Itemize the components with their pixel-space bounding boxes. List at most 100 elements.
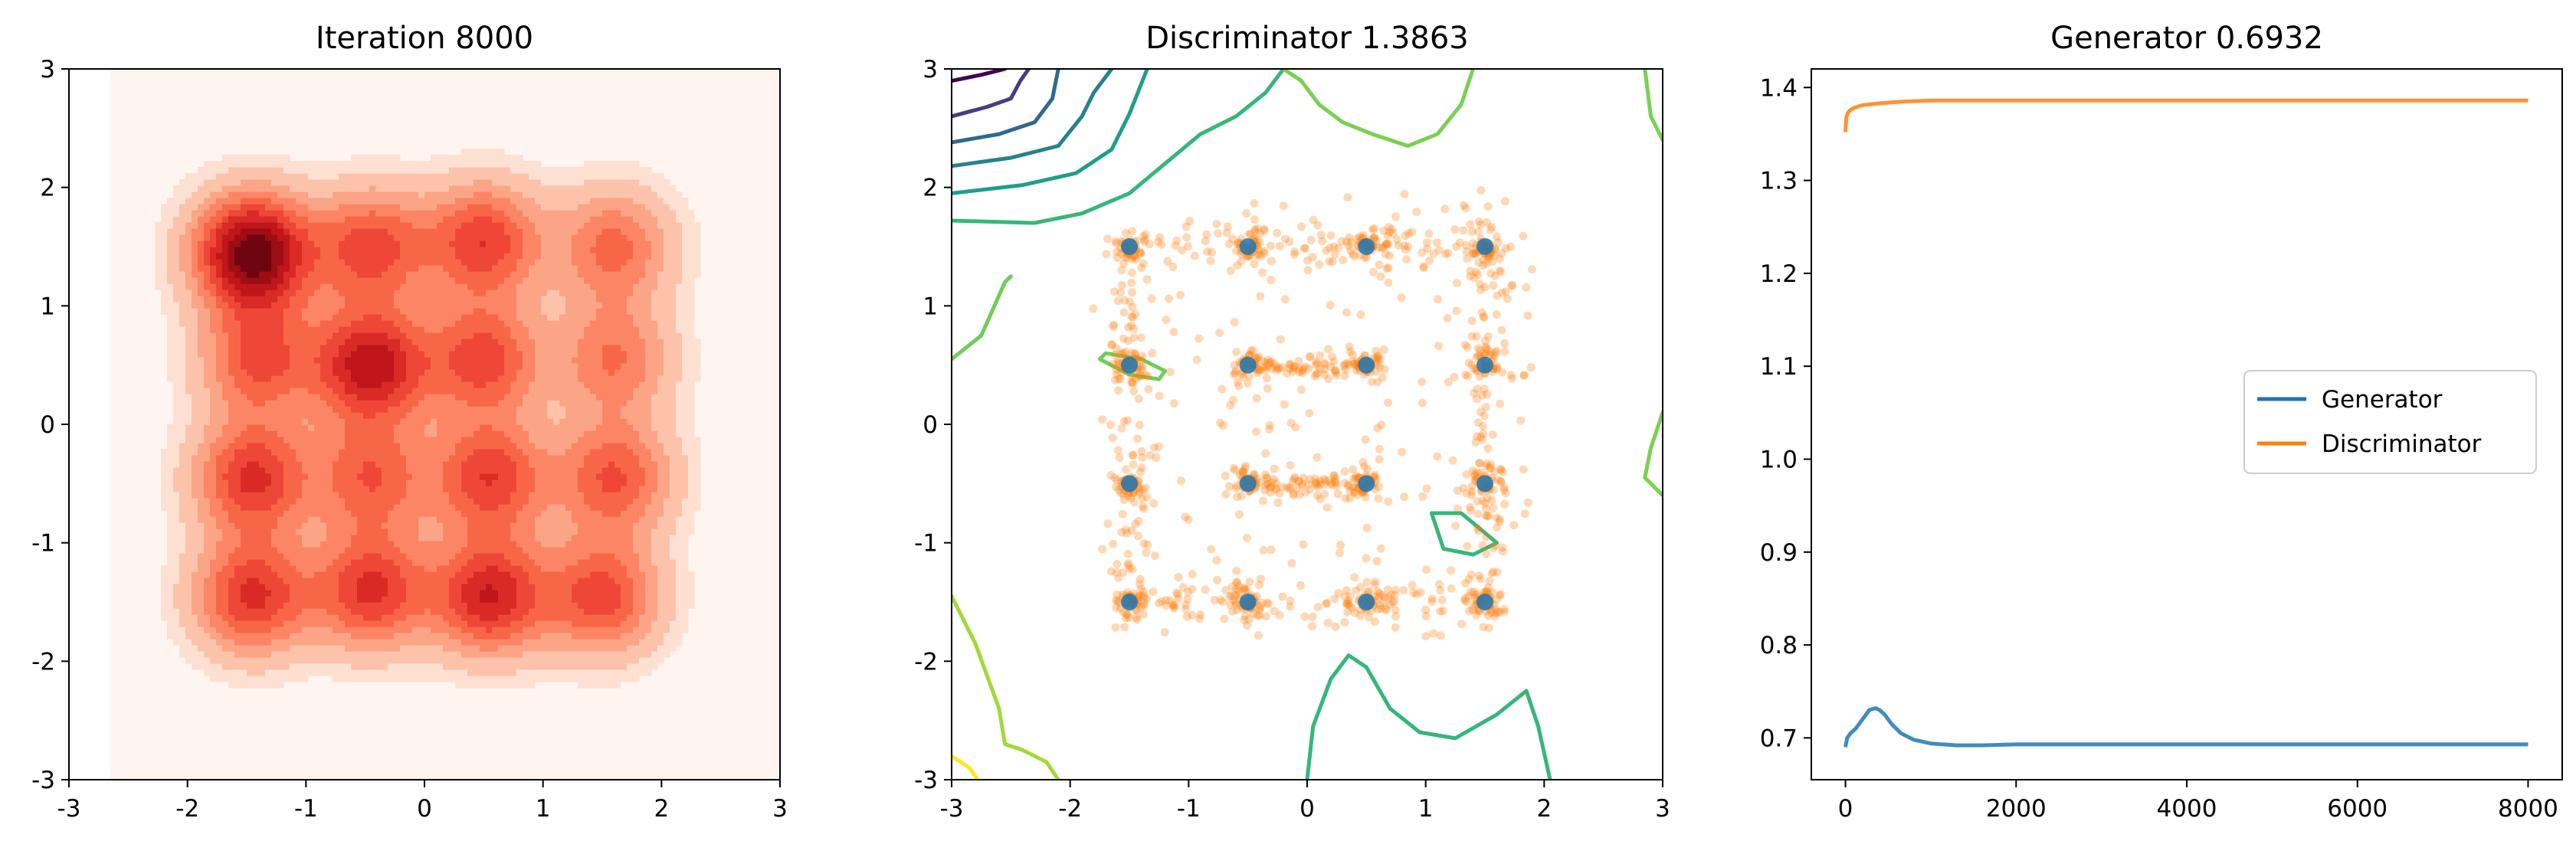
density-cell <box>204 571 211 578</box>
density-cell <box>241 155 247 162</box>
density-cell <box>474 290 480 296</box>
density-cell <box>437 437 444 443</box>
density-cell <box>314 498 321 505</box>
density-cell <box>424 400 431 407</box>
density-cell <box>253 381 260 388</box>
density-cell <box>418 271 425 278</box>
density-cell <box>222 565 229 572</box>
density-cell <box>443 602 450 609</box>
density-cell <box>302 204 309 211</box>
density-cell <box>369 584 376 591</box>
density-cell <box>382 639 388 646</box>
density-cell <box>204 216 211 223</box>
density-cell <box>424 357 431 364</box>
density-cell <box>296 504 303 511</box>
density-cell <box>179 369 186 376</box>
density-cell <box>424 369 431 376</box>
density-cell <box>290 437 297 443</box>
density-cell <box>516 375 523 382</box>
density-cell <box>418 498 425 505</box>
density-cell <box>474 240 480 247</box>
density-cell <box>314 424 321 431</box>
density-cell <box>461 259 468 266</box>
density-cell <box>351 535 358 542</box>
density-cell <box>375 290 382 296</box>
density-cell <box>431 633 438 640</box>
density-cell <box>302 357 309 364</box>
density-cell <box>467 522 474 529</box>
density-cell <box>455 682 462 689</box>
density-cell <box>369 492 376 499</box>
density-cell <box>192 449 198 456</box>
density-cell <box>400 412 407 419</box>
density-cell <box>179 326 186 333</box>
density-cell <box>467 155 474 162</box>
density-cell <box>461 173 468 180</box>
density-cell <box>369 271 376 278</box>
density-cell <box>443 351 450 358</box>
density-cell <box>161 467 168 474</box>
density-cell <box>375 651 382 658</box>
density-cell <box>234 210 241 217</box>
density-cell <box>308 620 315 627</box>
density-cell <box>345 283 352 290</box>
density-cell <box>247 388 254 394</box>
density-cell <box>431 332 438 339</box>
density-cell <box>271 516 278 523</box>
density-cell <box>418 449 425 456</box>
density-cell <box>351 528 358 535</box>
density-cell <box>179 394 186 401</box>
density-cell <box>296 602 303 609</box>
density-cell <box>480 191 487 198</box>
density-cell <box>480 351 487 358</box>
density-cell <box>498 240 505 247</box>
density-cell <box>510 461 517 468</box>
density-cell <box>259 198 266 205</box>
density-cell <box>394 216 401 223</box>
density-cell <box>455 222 462 229</box>
density-cell <box>345 424 352 431</box>
density-cell <box>179 473 186 480</box>
density-cell <box>480 535 487 542</box>
density-cell <box>173 461 180 468</box>
density-cell <box>357 234 364 241</box>
density-cell <box>283 559 290 566</box>
density-cell <box>375 486 382 492</box>
density-cell <box>486 320 493 327</box>
density-cell <box>467 259 474 266</box>
density-cell <box>424 486 431 492</box>
density-cell <box>247 155 254 162</box>
density-cell <box>320 443 327 450</box>
density-cell <box>204 461 211 468</box>
density-cell <box>308 486 315 492</box>
density-cell <box>388 332 395 339</box>
density-cell <box>516 406 523 413</box>
density-cell <box>498 222 505 229</box>
density-cell <box>351 443 358 450</box>
density-cell <box>253 240 260 247</box>
density-cell <box>510 645 517 652</box>
density-cell <box>247 437 254 443</box>
density-cell <box>375 553 382 560</box>
density-cell <box>504 345 511 352</box>
density-cell <box>314 406 321 413</box>
density-cell <box>498 553 505 560</box>
density-cell <box>461 602 468 609</box>
density-cell <box>467 461 474 468</box>
density-cell <box>437 155 444 162</box>
density-cell <box>179 228 186 235</box>
density-cell <box>431 375 438 382</box>
density-cell <box>204 639 211 646</box>
density-cell <box>418 584 425 591</box>
density-cell <box>510 155 517 162</box>
density-cell <box>467 449 474 456</box>
density-cell <box>198 467 205 474</box>
density-cell <box>302 277 309 284</box>
density-cell <box>516 290 523 296</box>
density-cell <box>406 259 413 266</box>
density-cell <box>382 381 388 388</box>
density-cell <box>516 381 523 388</box>
density-cell <box>283 222 290 229</box>
density-cell <box>339 645 346 652</box>
density-cell <box>253 449 260 456</box>
